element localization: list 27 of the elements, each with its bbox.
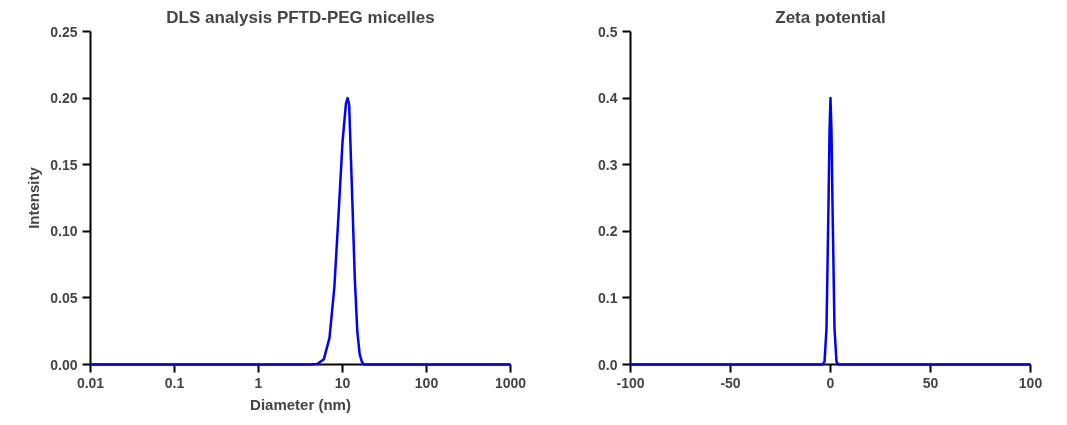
x-tick-label: 100 — [1018, 374, 1043, 391]
x-tick-label: -100 — [616, 374, 645, 391]
x-tick-label: 1000 — [494, 374, 527, 391]
x-tick-label: 100 — [414, 374, 439, 391]
y-tick-label: 0.25 — [50, 23, 78, 40]
y-tick-label: 0.3 — [598, 156, 618, 173]
x-axis-title: Diameter (nm) — [250, 395, 351, 413]
chart-title: DLS analysis PFTD-PEG micelles — [166, 7, 435, 27]
x-tick-label: 10 — [334, 374, 351, 391]
x-tick-label: -50 — [720, 374, 741, 391]
x-tick-label: 0.01 — [76, 374, 105, 391]
y-tick-label: 0.10 — [50, 223, 78, 240]
x-tick-label: 50 — [922, 374, 939, 391]
y-axis-title: Intensity — [25, 166, 43, 229]
y-tick-label: 0.1 — [598, 289, 618, 306]
x-tick-label: 1 — [254, 374, 263, 391]
y-tick-label: 0.05 — [50, 289, 78, 306]
y-tick-label: 0.0 — [598, 356, 618, 373]
y-tick-label: 0.15 — [50, 156, 78, 173]
x-tick-label: 0.1 — [164, 374, 185, 391]
y-tick-label: 0.20 — [50, 90, 78, 107]
y-tick-label: 0.4 — [598, 90, 618, 107]
y-tick-label: 0.5 — [598, 23, 618, 40]
y-tick-label: 0.00 — [50, 356, 78, 373]
y-tick-label: 0.2 — [598, 223, 618, 240]
chart-title: Zeta potential — [775, 7, 886, 27]
x-tick-label: 0 — [826, 374, 835, 391]
